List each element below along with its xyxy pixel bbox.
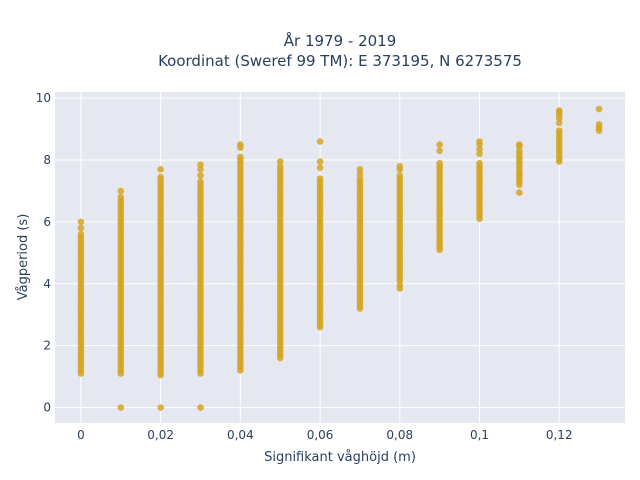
- data-point: [237, 153, 244, 161]
- data-point: [316, 164, 324, 172]
- x-tick-label: 0,04: [227, 428, 254, 442]
- data-point: [396, 162, 404, 170]
- data-point: [516, 141, 523, 148]
- data-point: [595, 105, 603, 113]
- data-point: [197, 166, 204, 173]
- data-point: [237, 141, 244, 148]
- data-point: [396, 282, 404, 289]
- data-point: [595, 121, 603, 128]
- data-point: [316, 175, 324, 182]
- x-tick-label: 0,08: [386, 428, 413, 442]
- data-point: [516, 189, 523, 196]
- data-point: [396, 172, 404, 179]
- x-axis-ticks: 0 0,02 0,04 0,06 0,08 0,1 0,12: [77, 428, 573, 442]
- data-point: [276, 162, 284, 170]
- data-point: [436, 147, 443, 155]
- chart-subtitle: Koordinat (Sweref 99 TM): E 373195, N 62…: [158, 52, 522, 70]
- data-point: [316, 138, 324, 145]
- data-point: [436, 159, 443, 167]
- data-point: [555, 119, 563, 127]
- y-axis-ticks: 0 2 4 6 8 10: [36, 91, 51, 414]
- data-points: [77, 105, 603, 411]
- data-point: [555, 127, 563, 134]
- data-point: [476, 145, 483, 153]
- y-tick-label: 6: [43, 215, 51, 229]
- data-point: [476, 159, 483, 167]
- data-point: [197, 178, 204, 186]
- x-tick-label: 0,1: [470, 428, 489, 442]
- data-point: [77, 224, 85, 232]
- plot-area: [55, 92, 625, 423]
- y-tick-label: 4: [43, 277, 51, 291]
- data-point: [157, 166, 164, 173]
- x-axis-title: Signifikant våghöjd (m): [264, 450, 416, 465]
- data-point: [555, 107, 563, 114]
- y-tick-label: 2: [43, 339, 51, 353]
- y-tick-label: 10: [36, 91, 51, 105]
- data-point: [77, 230, 85, 238]
- chart-title: År 1979 - 2019: [284, 31, 397, 50]
- data-point: [197, 172, 204, 179]
- data-point: [476, 150, 483, 158]
- x-tick-label: 0,06: [307, 428, 334, 442]
- data-point: [117, 404, 125, 411]
- x-tick-label: 0: [77, 428, 85, 442]
- data-point: [436, 141, 443, 148]
- data-point: [77, 218, 85, 226]
- data-point: [197, 404, 204, 411]
- data-point: [117, 193, 125, 201]
- x-tick-label: 0,02: [147, 428, 174, 442]
- data-point: [516, 147, 523, 155]
- data-point: [157, 173, 164, 181]
- data-point: [117, 187, 125, 195]
- data-point: [516, 172, 523, 179]
- x-tick-label: 0,12: [546, 428, 573, 442]
- data-point: [316, 158, 324, 165]
- data-point: [356, 166, 364, 173]
- y-tick-label: 0: [43, 401, 51, 415]
- data-point: [157, 404, 164, 411]
- y-axis-title: Vågperiod (s): [16, 214, 31, 301]
- data-point: [197, 161, 204, 168]
- data-point: [476, 138, 483, 145]
- data-point: [276, 158, 284, 165]
- data-point: [356, 170, 364, 178]
- y-tick-label: 8: [43, 153, 51, 167]
- data-point: [356, 175, 364, 182]
